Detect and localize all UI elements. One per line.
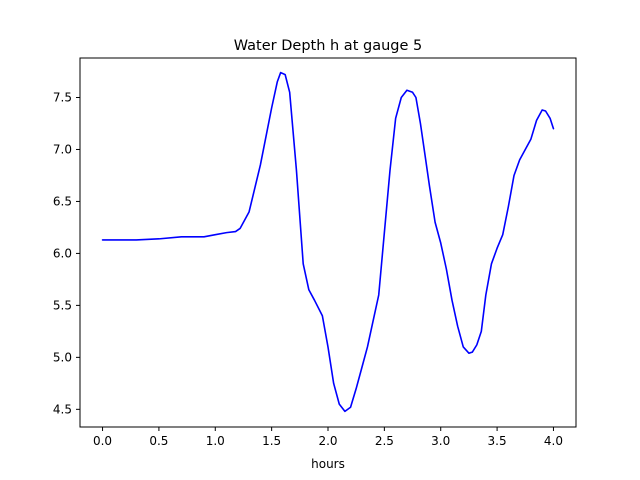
x-tick-label: 2.5 — [375, 434, 394, 448]
x-tick-label: 1.0 — [206, 434, 225, 448]
chart-title: Water Depth h at gauge 5 — [234, 38, 422, 54]
x-tick-label: 1.5 — [262, 434, 281, 448]
series-line-0 — [101, 71, 555, 413]
x-tick-label: 3.0 — [431, 434, 450, 448]
y-tick-label: 5.0 — [53, 350, 72, 364]
x-tick-label: 4.0 — [544, 434, 563, 448]
y-tick-label: 6.0 — [53, 246, 72, 260]
x-axis-label: hours — [311, 457, 345, 471]
x-tick-label: 0.5 — [149, 434, 168, 448]
y-tick-label: 6.5 — [53, 194, 72, 208]
y-tick-label: 7.5 — [53, 90, 72, 104]
x-tick-label: 0.0 — [93, 434, 112, 448]
plot-area: 0.0 0.5 1.0 1.5 2.0 2.5 3.0 3.5 4.0 4.5 5.0 5.5 6.0 6… — [53, 57, 577, 448]
axes-frame — [79, 57, 577, 428]
x-tick-label: 3.5 — [488, 434, 507, 448]
y-tick-label: 5.5 — [53, 298, 72, 312]
y-tick-label: 7.0 — [53, 142, 72, 156]
y-tick-label: 4.5 — [53, 402, 72, 416]
x-tick-label: 2.0 — [318, 434, 337, 448]
